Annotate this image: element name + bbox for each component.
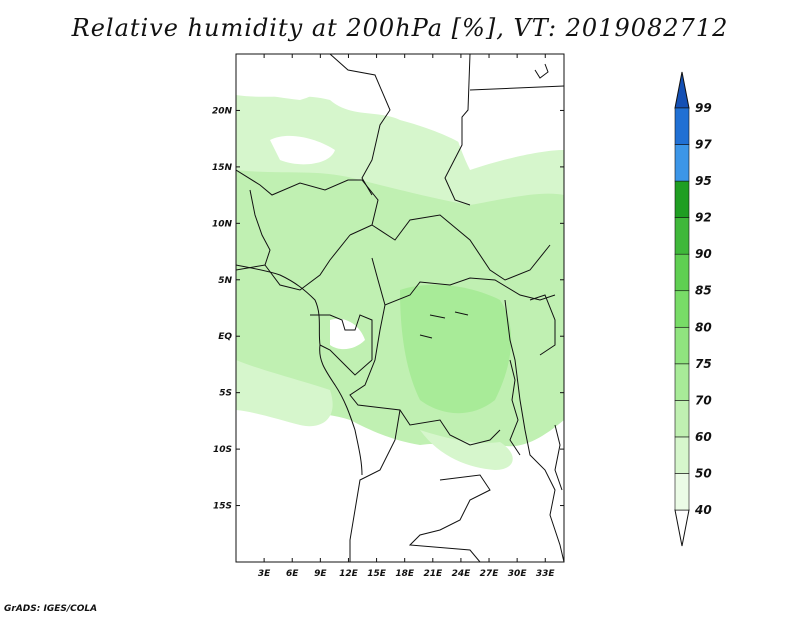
lake-outline	[509, 359, 521, 456]
colorbar-label: 92	[695, 211, 712, 225]
lat-tick-label: EQ	[218, 332, 232, 342]
lat-tick-label: 10S	[213, 445, 232, 455]
colorbar-label: 60	[695, 430, 712, 444]
map-title: Relative humidity at 200hPa [%], VT: 201…	[71, 14, 729, 42]
lat-tick-label: 5S	[219, 389, 232, 399]
colorbar-segment	[674, 180, 690, 218]
colorbar-segment	[674, 253, 690, 292]
lat-tick-label: 15N	[212, 163, 233, 173]
colorbar-label: 40	[694, 503, 712, 517]
clear-region-se	[400, 470, 564, 562]
humidity-region-south	[420, 430, 513, 470]
colorbar-label: 85	[695, 284, 712, 298]
coastline	[236, 264, 363, 476]
country-borders	[236, 54, 564, 562]
lon-tick-label: 9E	[314, 569, 327, 579]
lon-tick-label: 30E	[508, 569, 528, 579]
lat-tick-label: 20N	[212, 106, 233, 116]
border-line	[319, 344, 373, 376]
humidity-region-central	[236, 300, 564, 449]
border-line	[469, 85, 564, 91]
lon-tick-label: 18E	[395, 569, 415, 579]
lon-tick-label: 3E	[258, 569, 271, 579]
lon-tick-label: 6E	[286, 569, 299, 579]
lon-tick-label: 27E	[480, 569, 500, 579]
colorbar-label: 90	[695, 247, 712, 261]
border-line	[371, 257, 556, 306]
colorbar-label: 75	[695, 357, 712, 371]
map-frame	[235, 53, 565, 563]
lake-outline	[554, 424, 563, 491]
colorbar-segment	[674, 290, 690, 328]
lon-tick-label: 33E	[536, 569, 556, 579]
lon-tick-label: 24E	[452, 569, 472, 579]
border-line	[236, 169, 379, 236]
humidity-region-sahel	[236, 170, 564, 310]
grads-credit: GrADS: IGES/COLA	[4, 604, 98, 614]
lon-tick-label: 15E	[367, 569, 387, 579]
lat-tick-label: 5N	[218, 276, 232, 286]
clear-region-sw	[236, 420, 400, 562]
border-line	[329, 54, 391, 196]
border-line	[310, 314, 373, 360]
colorbar-label: 50	[695, 466, 712, 480]
colorbar-segment	[674, 217, 690, 255]
colorbar-label: 95	[695, 174, 712, 188]
border-line	[504, 299, 564, 562]
colorbar-segment	[674, 473, 690, 511]
coastline	[534, 63, 549, 79]
border-line	[249, 189, 271, 266]
border-line	[408, 474, 491, 562]
border-line	[349, 409, 401, 562]
colorbar-under-triangle	[674, 509, 690, 547]
clear-region-nw	[236, 54, 331, 100]
colorbar: 40 50 60 70 75 80 85 90 92 95 97 99	[674, 71, 712, 547]
colorbar-segment	[674, 144, 690, 182]
colorbar-label: 70	[695, 393, 712, 407]
humidity-region-congo	[400, 284, 512, 414]
latitude-axis: 20N 15N 10N 5N EQ 5S 10S 15S	[212, 106, 564, 512]
colorbar-segment	[674, 400, 690, 438]
humidity-region-atlantic	[236, 360, 333, 427]
colorbar-segment	[674, 107, 690, 145]
colorbar-segment	[674, 326, 690, 365]
colorbar-label: 80	[695, 320, 712, 334]
colorbar-label: 97	[695, 138, 712, 152]
lon-tick-label: 21E	[423, 569, 443, 579]
humidity-field	[236, 54, 564, 562]
colorbar-over-triangle	[674, 71, 690, 109]
longitude-axis: 3E 6E 9E 12E 15E 18E 21E 24E 27E 30E 33E	[258, 54, 556, 579]
lat-tick-label: 10N	[212, 219, 233, 229]
border-line	[444, 54, 471, 206]
border-line	[529, 294, 556, 356]
lake-outline	[419, 311, 469, 339]
colorbar-segment	[674, 363, 690, 401]
clear-region-patch	[270, 135, 335, 165]
lat-tick-label: 15S	[213, 502, 232, 512]
border-line	[371, 214, 551, 281]
colorbar-segment	[674, 436, 690, 474]
colorbar-label: 99	[695, 101, 712, 115]
lon-tick-label: 12E	[339, 569, 359, 579]
